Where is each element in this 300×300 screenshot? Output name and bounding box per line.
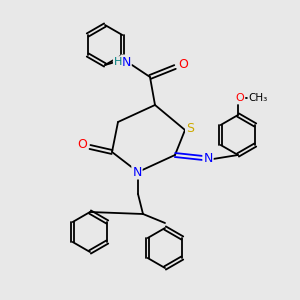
Text: N: N	[121, 56, 131, 68]
Text: O: O	[77, 139, 87, 152]
Text: O: O	[236, 93, 244, 103]
Text: O: O	[178, 58, 188, 71]
Text: N: N	[132, 166, 142, 178]
Text: S: S	[186, 122, 194, 134]
Text: H: H	[114, 57, 122, 67]
Text: N: N	[203, 152, 213, 166]
Text: CH₃: CH₃	[248, 93, 268, 103]
